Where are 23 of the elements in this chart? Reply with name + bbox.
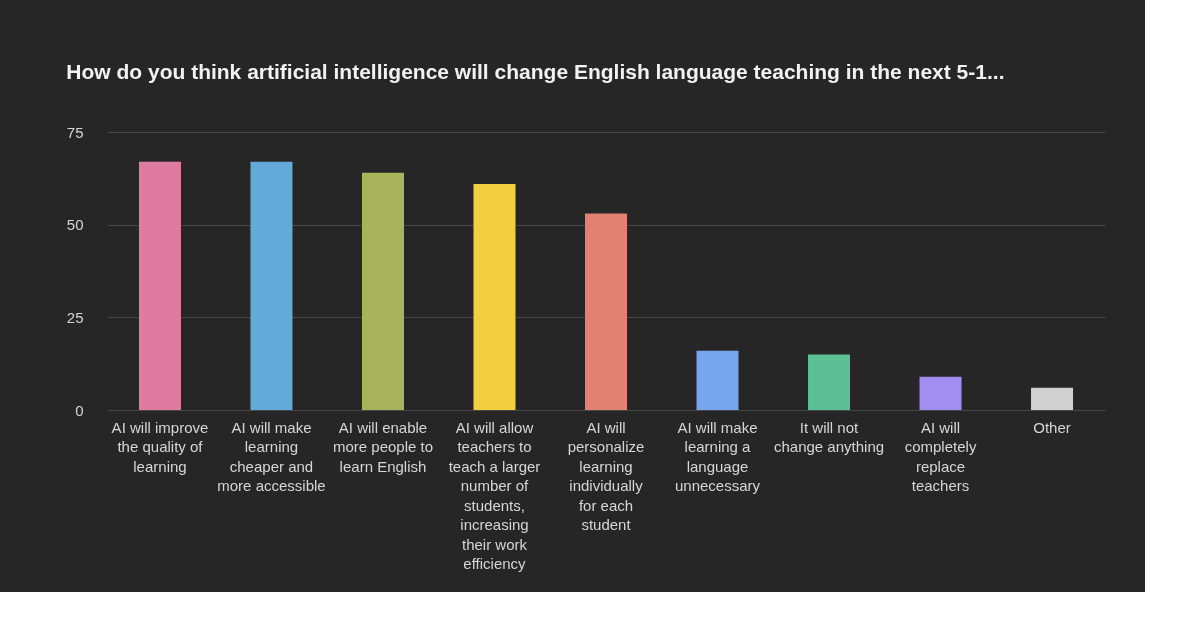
chart-title: How do you think artificial intelligence will change English language teaching in the next 5-1... — [66, 60, 1005, 83]
y-tick-label: 25 — [66, 308, 84, 326]
bar — [919, 376, 962, 410]
bar — [138, 161, 181, 410]
x-tick-label: AI will enable more people to learn English — [332, 418, 434, 475]
bar — [696, 350, 739, 410]
x-tick-label: AI will completely replace teachers — [904, 418, 977, 494]
y-tick-label: 50 — [66, 216, 84, 234]
y-tick-label: 0 — [75, 401, 84, 419]
x-tick-label: AI will allow teachers to teach a larger number of students, increasing their work efficiency — [448, 418, 541, 572]
bar — [473, 183, 516, 410]
x-tick-label: AI will improve the quality of learning — [111, 418, 209, 475]
x-tick-label: It will not change anything — [773, 418, 885, 455]
bar — [585, 213, 627, 410]
y-tick-label: 75 — [66, 123, 84, 141]
bar — [250, 161, 293, 410]
x-tick-label: AI will make learning a language unnecessary — [674, 418, 761, 494]
x-tick-label: AI will make learning cheaper and more accessible — [217, 418, 326, 494]
bar — [1031, 387, 1074, 410]
x-tick-label: Other — [1033, 418, 1071, 436]
x-tick-label: AI will personalize learning individually for each student — [567, 418, 645, 533]
bar — [361, 172, 404, 410]
bar — [808, 354, 851, 410]
